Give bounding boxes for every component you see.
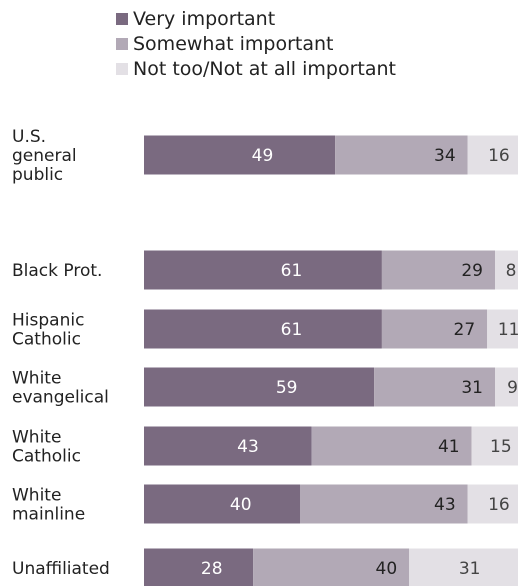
bar-segment-not-important	[487, 309, 518, 349]
category-label: evangelical	[12, 388, 109, 408]
value-label: 27	[454, 320, 476, 340]
value-label: 59	[276, 378, 298, 398]
category-label: White	[12, 428, 61, 448]
value-label: 11	[498, 320, 518, 340]
category-label: White	[12, 486, 61, 506]
value-label: 28	[201, 559, 223, 579]
value-label: 43	[434, 495, 456, 515]
value-label: 40	[230, 495, 252, 515]
legend-swatch-somewhat-important	[116, 37, 128, 50]
legend-label: Very important	[133, 7, 276, 30]
value-label: 16	[488, 495, 510, 515]
category-label: Black Prot.	[12, 261, 102, 281]
category-label: mainline	[12, 505, 85, 525]
bar-segment-not-important	[467, 484, 518, 524]
bar-segment-not-important	[409, 548, 518, 586]
value-label: 31	[461, 378, 483, 398]
bar-segment-somewhat-important	[381, 309, 488, 349]
value-label: 9	[507, 378, 518, 398]
bar-segment-somewhat-important	[335, 135, 468, 175]
bar-segment-not-important	[471, 426, 518, 466]
bar-segment-very-important	[144, 309, 382, 349]
bar-segment-very-important	[144, 135, 336, 175]
bar-segment-somewhat-important	[374, 367, 495, 407]
legend-item-somewhat-important: Somewhat important	[116, 31, 396, 56]
value-label: 40	[376, 559, 398, 579]
value-label: 61	[281, 320, 303, 340]
value-label: 8	[506, 261, 517, 281]
bar-segment-somewhat-important	[381, 250, 495, 290]
legend-item-very-important: Very important	[116, 6, 396, 31]
value-label: 41	[438, 437, 460, 457]
legend-swatch-not-important	[116, 62, 128, 75]
bar-segment-very-important	[144, 426, 312, 466]
bar-segment-very-important	[144, 484, 300, 524]
category-label: U.S.	[12, 127, 46, 147]
value-label: 31	[459, 559, 481, 579]
value-label: 49	[252, 146, 274, 166]
category-label: Hispanic	[12, 311, 84, 331]
bar-segment-very-important	[144, 250, 382, 290]
bar-segment-somewhat-important	[300, 484, 468, 524]
bar-segment-very-important	[144, 367, 375, 407]
value-label: 16	[488, 146, 510, 166]
legend: Very important Somewhat important Not to…	[116, 6, 396, 81]
legend-swatch-very-important	[116, 12, 128, 25]
category-label: White	[12, 369, 61, 389]
category-label: Unaffiliated	[12, 559, 110, 579]
legend-label: Somewhat important	[133, 32, 334, 55]
value-label: 15	[490, 437, 512, 457]
category-label: public	[12, 165, 63, 185]
bar-segment-not-important	[495, 367, 518, 407]
bar-segment-not-important	[467, 135, 518, 175]
legend-item-not-important: Not too/Not at all important	[116, 56, 396, 81]
category-label: Catholic	[12, 330, 81, 350]
category-label: Catholic	[12, 447, 81, 467]
bar-segment-not-important	[495, 250, 518, 290]
value-label: 61	[281, 261, 303, 281]
bar-segment-somewhat-important	[311, 426, 472, 466]
category-label: general	[12, 146, 77, 166]
legend-label: Not too/Not at all important	[133, 57, 396, 80]
bar-segment-somewhat-important	[253, 548, 410, 586]
value-label: 43	[237, 437, 259, 457]
bar-segment-very-important	[144, 548, 254, 586]
value-label: 29	[461, 261, 483, 281]
value-label: 34	[434, 146, 456, 166]
